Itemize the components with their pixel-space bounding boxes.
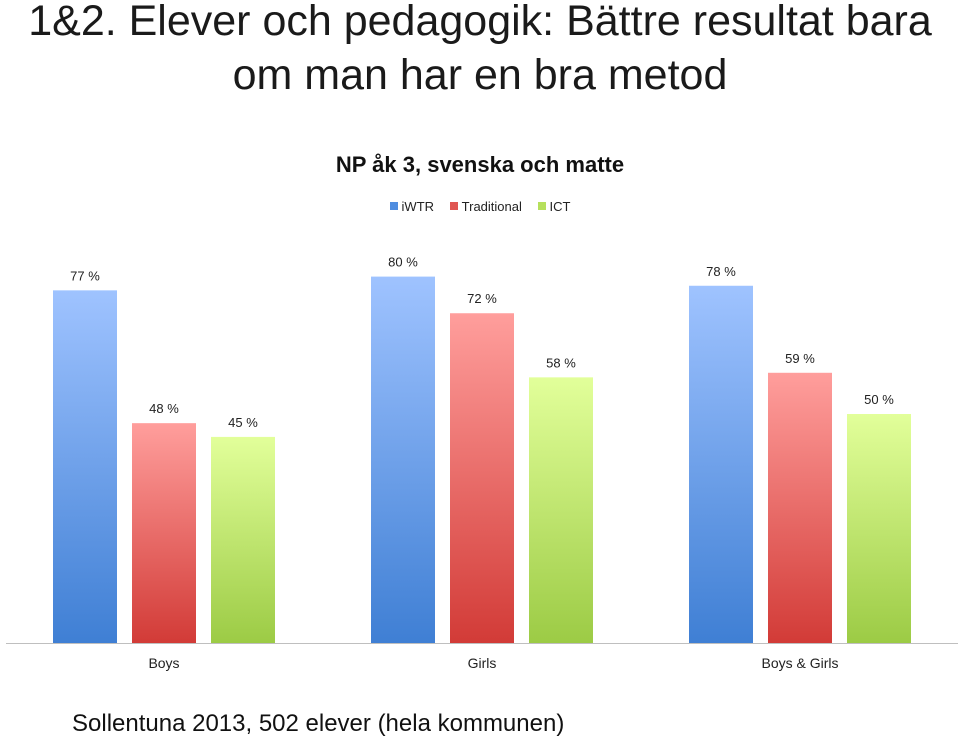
bar-ict-0 — [211, 436, 275, 643]
bar-ict-1 — [529, 377, 593, 643]
data-label-traditional-2: 59 % — [785, 351, 815, 366]
bar-traditional-2 — [768, 372, 832, 643]
slide-title: 1&2. Elever och pedagogik: Bättre result… — [0, 0, 960, 102]
legend-item-traditional: Traditional — [449, 199, 522, 214]
data-label-iwtr-0: 77 % — [70, 268, 100, 283]
legend-swatch-ict — [537, 202, 546, 210]
legend-label-ict: ICT — [549, 199, 571, 214]
legend-item-iwtr: iWTR — [389, 199, 435, 214]
legend-item-ict: ICT — [537, 199, 571, 214]
data-label-ict-1: 58 % — [546, 355, 576, 370]
chart-legend: iWTR Traditional ICT — [0, 199, 960, 214]
data-label-ict-0: 45 % — [228, 415, 258, 430]
data-label-traditional-0: 48 % — [149, 401, 179, 416]
bar-iwtr-0 — [53, 290, 117, 643]
legend-label-traditional: Traditional — [461, 199, 522, 214]
bar-traditional-0 — [132, 423, 196, 643]
data-label-ict-2: 50 % — [864, 392, 894, 407]
footnote: Sollentuna 2013, 502 elever (hela kommun… — [72, 710, 565, 737]
bar-iwtr-2 — [689, 285, 753, 643]
data-label-traditional-1: 72 % — [467, 291, 497, 306]
slide-title-line-2: om man har en bra metod — [232, 51, 728, 99]
axis-layer: Boys Girls Boys & Girls — [6, 643, 958, 671]
legend-swatch-traditional — [449, 202, 458, 210]
x-tick-label-0: Boys — [148, 655, 179, 671]
x-tick-label-1: Girls — [468, 655, 497, 671]
data-label-iwtr-1: 80 % — [388, 255, 418, 270]
bar-ict-2 — [847, 414, 911, 643]
data-labels-layer: 77 % 48 % 45 % 80 % 72 % 58 % 78 % 59 % 50 % — [70, 255, 894, 430]
legend-swatch-iwtr — [389, 202, 398, 210]
legend-label-iwtr: iWTR — [401, 199, 435, 214]
bars-layer — [53, 276, 911, 643]
slide-title-line-1: 1&2. Elever och pedagogik: Bättre result… — [28, 0, 932, 45]
x-tick-label-2: Boys & Girls — [761, 655, 838, 671]
bar-traditional-1 — [450, 313, 514, 643]
chart-title: NP åk 3, svenska och matte — [335, 152, 625, 177]
data-label-iwtr-2: 78 % — [706, 264, 736, 279]
bar-iwtr-1 — [371, 276, 435, 643]
